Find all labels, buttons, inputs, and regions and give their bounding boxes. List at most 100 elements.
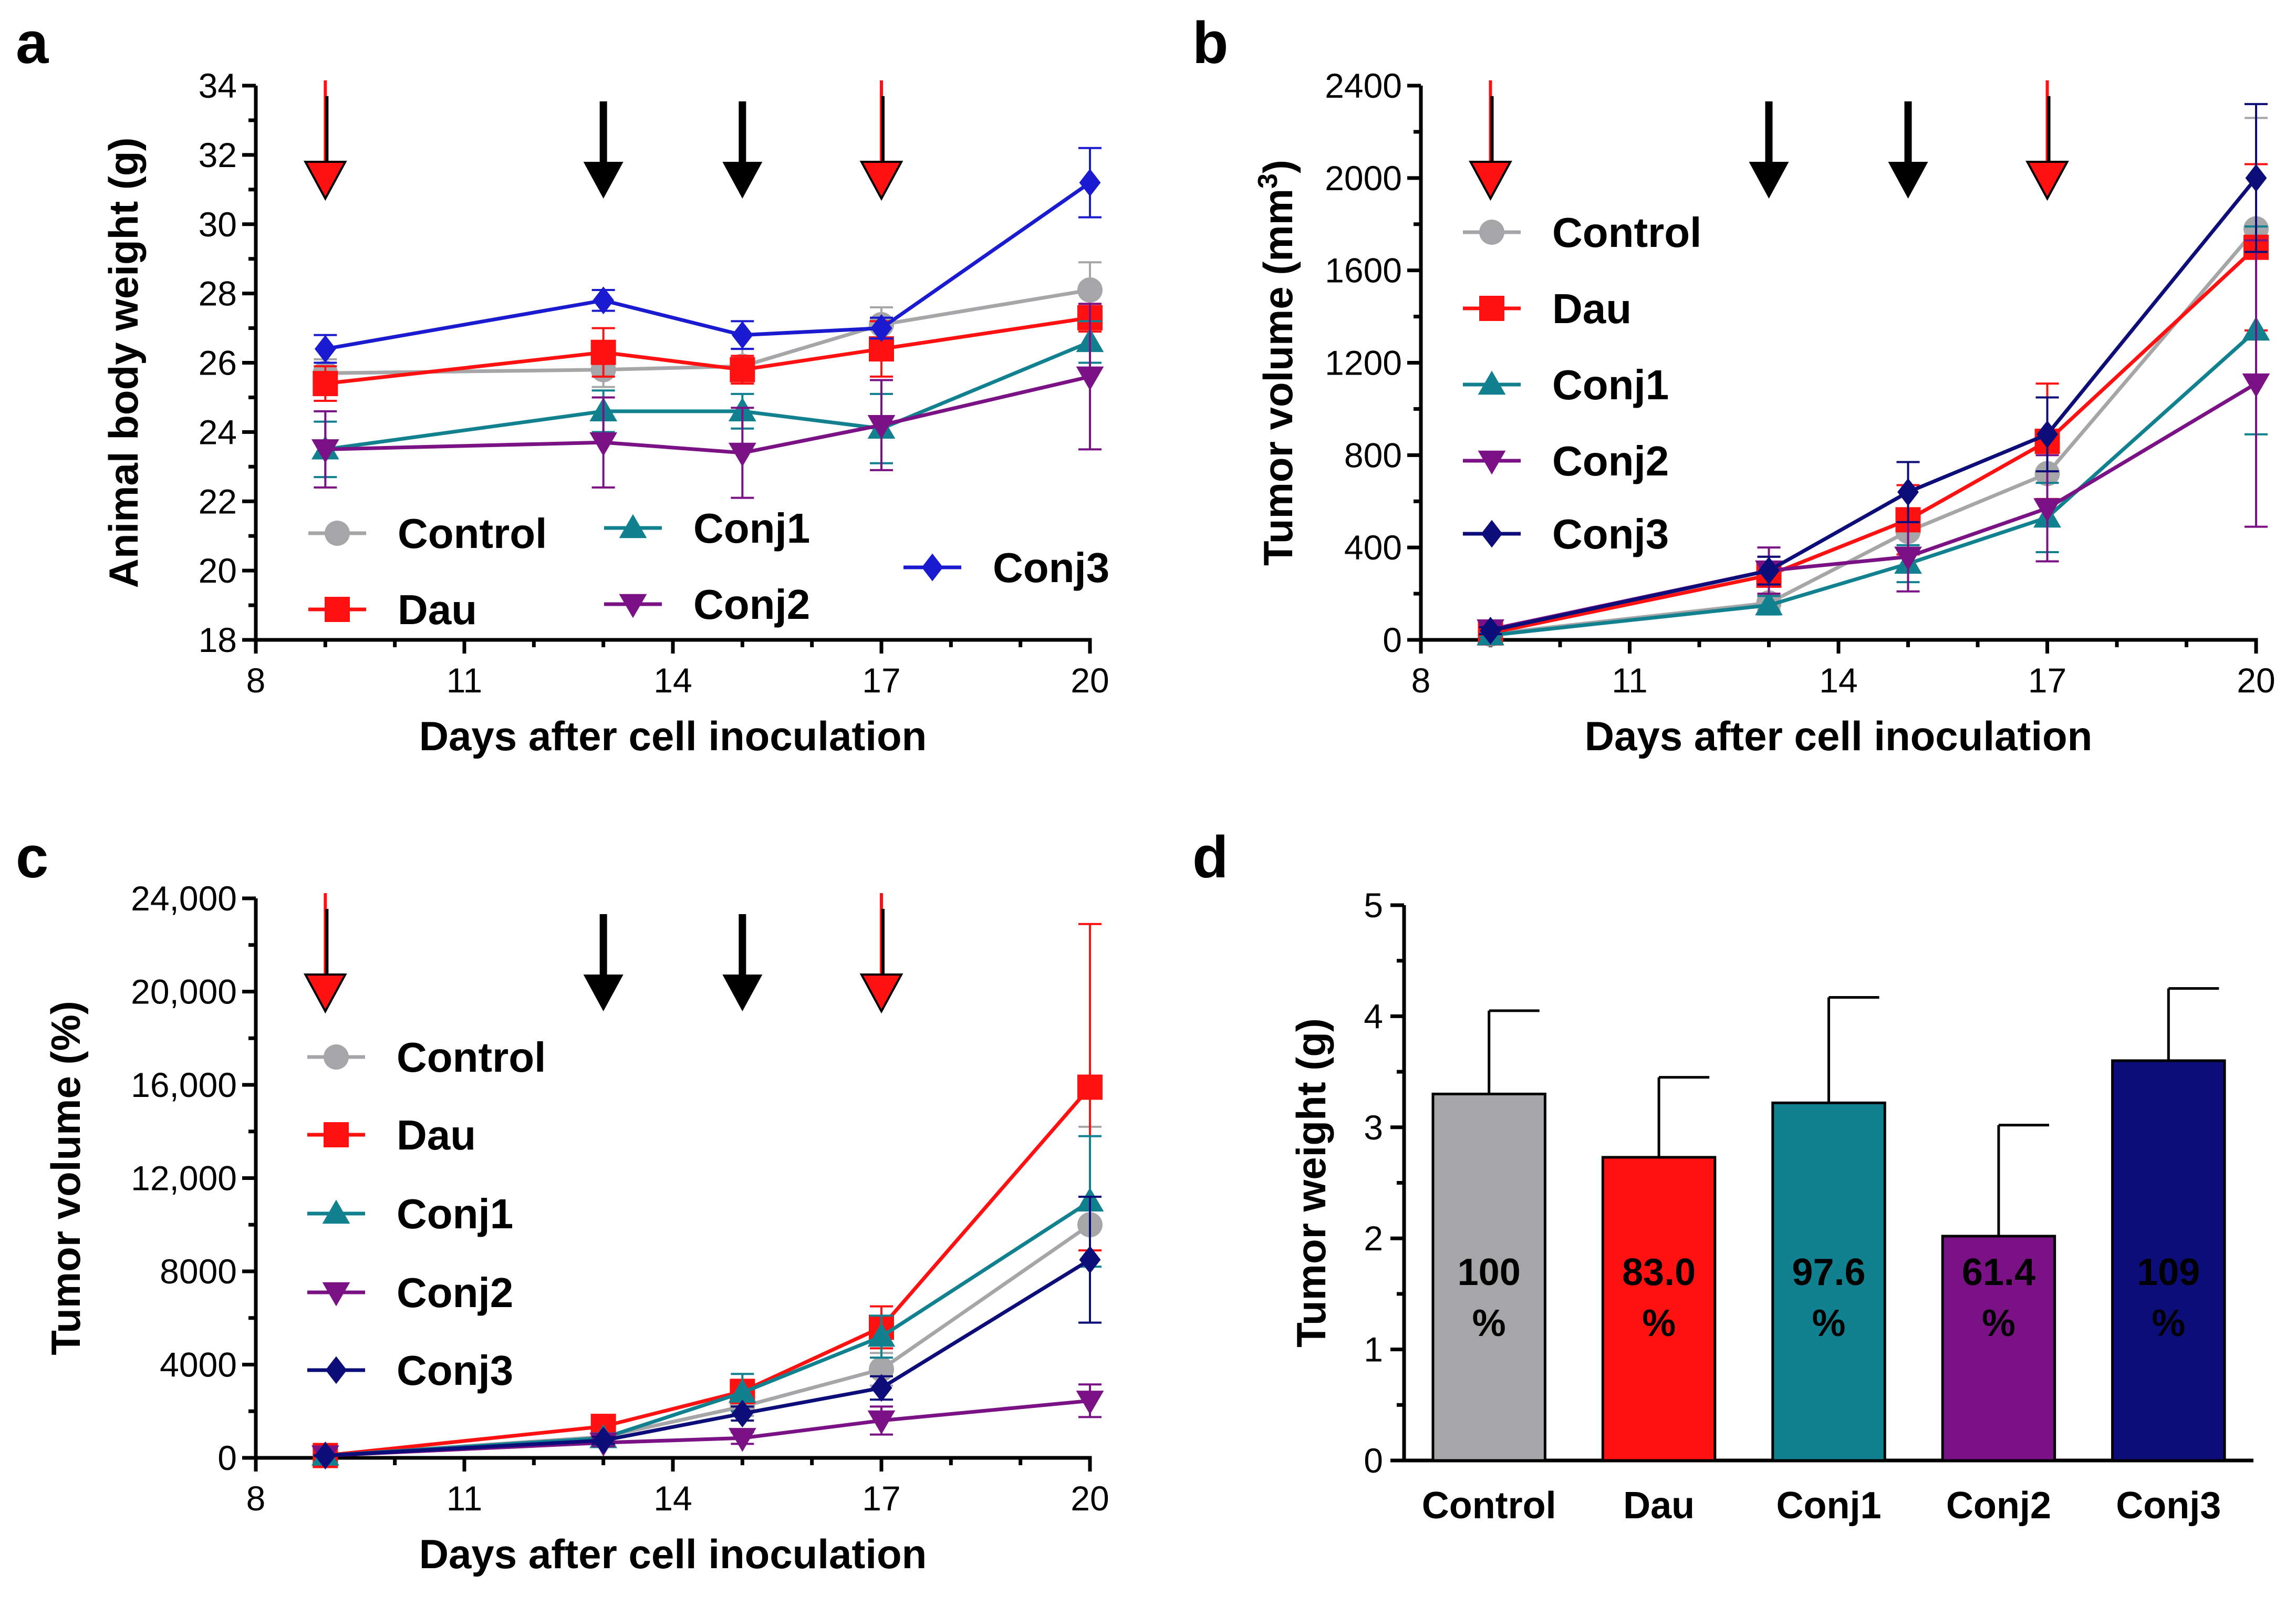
x-tick-label-c-2: 14 (653, 1479, 692, 1518)
x-category-label-d-4: Conj3 (2116, 1485, 2221, 1527)
treatment-arrow-b-1 (1749, 101, 1789, 199)
legend-label-c-3: Conj2 (397, 1269, 513, 1316)
data-point-a-dau-1 (590, 339, 616, 365)
y-tick-label-b-1: 400 (1344, 528, 1402, 567)
treatment-arrow-a-2-head (722, 162, 763, 199)
y-tick-label-d-0: 0 (1364, 1441, 1383, 1480)
legend-marker-c-2 (322, 1199, 350, 1224)
data-point-b-conj3-4 (2245, 164, 2267, 192)
x-tick-label-a-4: 20 (1071, 661, 1109, 700)
panel-letter-b: b (1192, 10, 1228, 76)
y-tick-label-a-5: 28 (199, 274, 237, 313)
y-tick-label-b-5: 2000 (1325, 159, 1402, 198)
panel-letter-d: d (1192, 824, 1228, 890)
treatment-arrow-c-1-head (583, 975, 624, 1011)
y-tick-label-a-4: 26 (199, 344, 237, 382)
legend-marker-b-2 (1478, 370, 1506, 395)
bar-d-conj3 (2111, 1059, 2226, 1462)
treatment-arrow-a-0 (303, 80, 347, 201)
panel-letter-a: a (16, 10, 49, 76)
data-point-b-conj1-1 (1755, 591, 1783, 616)
data-point-c-conj1-3 (867, 1322, 896, 1347)
series-line-a-conj3 (325, 181, 1092, 351)
treatment-arrow-b-0 (1469, 80, 1512, 201)
data-point-a-conj2-2 (728, 442, 756, 467)
treatment-arrow-c-3 (859, 893, 903, 1014)
data-point-c-conj3-3 (870, 1374, 892, 1402)
x-tick-label-a-1: 11 (446, 661, 483, 700)
treatment-arrow-c-2-head (722, 975, 763, 1011)
treatment-arrow-a-1 (583, 101, 624, 199)
x-tick-label-b-4: 20 (2237, 661, 2275, 700)
treatment-arrow-b-2 (1888, 101, 1928, 199)
legend-label-a-0: Control (398, 510, 547, 557)
x-tick-label-a-0: 8 (246, 661, 266, 700)
bar-label-d-0-value: 100 (1458, 1251, 1521, 1293)
y-axis-title-end-b: ) (1255, 160, 1301, 173)
treatment-arrow-c-0 (303, 893, 347, 1014)
data-point-a-conj2-1 (589, 432, 618, 457)
data-point-c-conj2-4 (1076, 1391, 1104, 1415)
panel-b-line-chart: 0 400 800 1200 1600 2000 2400 8 11 14 17 20 Days aft… (1253, 66, 2276, 759)
legend-label-c-4: Conj3 (397, 1347, 513, 1394)
legend-marker-a-1 (325, 597, 350, 622)
y-tick-label-b-2: 800 (1344, 436, 1402, 474)
x-category-label-d-1: Dau (1623, 1485, 1695, 1527)
y-tick-label-d-2: 2 (1364, 1219, 1383, 1258)
treatment-arrow-c-1 (583, 914, 624, 1011)
treatment-arrow-b-1-head (1749, 162, 1789, 199)
data-point-b-conj2-3 (2033, 498, 2061, 522)
x-category-label-d-3: Conj2 (1946, 1485, 2051, 1527)
y-tick-label-c-5: 20,000 (131, 972, 237, 1011)
legend-marker-c-4 (325, 1356, 347, 1384)
treatment-arrow-b-0-head (1469, 161, 1512, 201)
y-tick-label-d-5: 5 (1364, 886, 1383, 925)
data-point-a-conj3-2 (731, 321, 753, 349)
x-tick-label-c-0: 8 (246, 1479, 266, 1518)
treatment-arrow-a-2 (722, 101, 763, 199)
treatment-arrow-a-1-head (583, 162, 624, 199)
x-axis-title-b: Days after cell inoculation (1585, 713, 2093, 759)
y-tick-label-a-8: 34 (199, 66, 237, 105)
bar-label-d-4-value: 109 (2137, 1251, 2200, 1293)
x-tick-label-b-2: 14 (1819, 661, 1857, 700)
legend-label-b-2: Conj1 (1552, 361, 1669, 408)
data-point-b-conj2-4 (2242, 373, 2270, 398)
data-point-c-conj2-3 (867, 1410, 896, 1435)
legend-label-b-1: Dau (1552, 285, 1632, 332)
y-axis-title-c: Tumor volume (%) (43, 1001, 89, 1355)
legend-marker-a-0 (325, 521, 350, 546)
legend-label-c-1: Dau (397, 1112, 476, 1158)
treatment-arrow-b-3 (2025, 80, 2069, 201)
data-point-a-dau-2 (730, 357, 755, 382)
legend-label-a-4: Conj3 (993, 544, 1109, 591)
x-tick-label-c-3: 17 (862, 1479, 900, 1518)
legend-label-a-1: Dau (398, 586, 477, 633)
legend-label-a-2: Conj1 (693, 505, 810, 552)
x-tick-label-c-1: 11 (446, 1479, 483, 1518)
legend-marker-b-0 (1479, 220, 1504, 245)
treatment-arrow-c-3-head (859, 973, 903, 1014)
series-line-a-control (325, 288, 1090, 375)
data-point-a-dau-0 (313, 371, 338, 397)
legend-marker-a-4 (921, 553, 943, 582)
x-tick-label-b-1: 11 (1612, 661, 1648, 700)
y-tick-label-b-3: 1200 (1325, 344, 1402, 382)
y-tick-label-d-1: 1 (1364, 1330, 1383, 1369)
x-category-label-d-0: Control (1422, 1485, 1556, 1527)
bar-d-dau (1601, 1156, 1717, 1462)
y-axis-title-b: Tumor volume (mm3) (1253, 160, 1301, 566)
data-point-b-conj3-2 (1897, 478, 1919, 506)
legend-marker-b-4 (1481, 520, 1503, 548)
bar-label-d-3-value: 61.4 (1962, 1251, 2035, 1293)
treatment-arrow-c-0-head (303, 973, 347, 1014)
series-b-conj3 (1479, 103, 2268, 645)
y-tick-label-b-4: 1600 (1325, 251, 1402, 290)
data-point-c-conj3-4 (1079, 1246, 1101, 1274)
y-tick-label-d-4: 4 (1364, 997, 1383, 1035)
y-tick-label-c-0: 0 (217, 1438, 237, 1477)
series-c-conj3 (314, 1196, 1102, 1469)
data-point-a-conj3-1 (593, 286, 615, 315)
legend-marker-a-3 (619, 594, 647, 618)
